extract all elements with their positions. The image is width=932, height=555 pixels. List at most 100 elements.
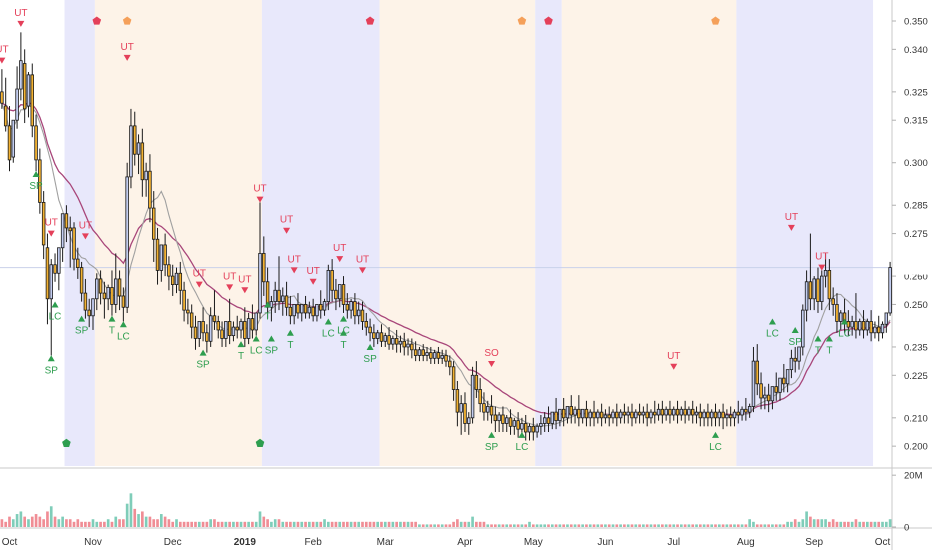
candle-body <box>554 411 558 422</box>
volume-bar <box>884 521 888 527</box>
candle-body <box>804 281 809 311</box>
candle-body <box>182 289 186 311</box>
price-tick-label: 0.200 <box>904 442 928 453</box>
signal-label: UT <box>120 42 133 53</box>
signal-label: SP <box>485 442 499 453</box>
candle-body <box>451 366 456 390</box>
volume-bar <box>573 524 577 527</box>
signal-label: T <box>287 340 293 351</box>
volume-tick-label: 0 <box>904 523 909 534</box>
candle-body <box>7 125 12 161</box>
volume-bar <box>486 524 490 527</box>
background-band <box>736 0 874 466</box>
candle-body <box>11 119 16 158</box>
candle-body <box>144 170 148 181</box>
volume-bar <box>585 524 588 527</box>
pentagon-marker <box>517 16 527 25</box>
candle-body <box>159 244 164 271</box>
volume-bar <box>752 521 755 527</box>
volume-bar <box>471 516 474 527</box>
candle-body <box>558 408 562 422</box>
candle-body <box>288 306 293 317</box>
candle-body <box>542 417 547 424</box>
volume-bar <box>820 519 824 527</box>
volume-bar <box>862 521 865 527</box>
volume-bar <box>144 516 148 527</box>
buy-arrow <box>518 431 526 438</box>
volume-bar <box>137 514 140 527</box>
candle-body <box>394 338 399 345</box>
candle-body <box>227 321 232 337</box>
candle-body <box>459 403 463 413</box>
candle-body <box>577 408 581 419</box>
candle-body <box>246 318 251 339</box>
volume-bar <box>778 524 782 527</box>
volume-bar <box>277 519 281 527</box>
price-tick-label: 0.225 <box>904 371 928 382</box>
buy-arrow <box>791 326 799 333</box>
volume-bar <box>490 524 493 527</box>
candle-body <box>831 298 835 305</box>
volume-bar <box>285 521 288 527</box>
candle-body <box>353 301 357 317</box>
volume-bar <box>273 519 277 527</box>
volume-bar <box>638 524 641 527</box>
volume-bar <box>456 519 459 527</box>
candle-body <box>87 309 91 317</box>
candle-body <box>482 403 486 413</box>
volume-bar <box>528 521 531 527</box>
volume-bar <box>178 521 182 527</box>
candle-body <box>637 411 642 416</box>
volume-bar <box>129 493 133 527</box>
volume-bar <box>220 521 224 527</box>
volume-bar <box>421 524 425 527</box>
sell-arrow <box>256 196 264 203</box>
candle-body <box>839 312 843 322</box>
buy-arrow <box>237 341 245 348</box>
candle-body <box>835 304 839 322</box>
candle-body <box>470 374 475 419</box>
volume-bar <box>835 521 839 527</box>
candle-body <box>869 321 873 334</box>
candle-body <box>307 306 312 314</box>
candle-body <box>505 417 509 424</box>
candle-body <box>72 227 76 260</box>
price-tick-label: 0.340 <box>904 45 928 56</box>
buy-arrow <box>108 315 116 322</box>
volume-bar <box>816 519 820 527</box>
candle-body <box>436 352 441 359</box>
volume-bar <box>141 511 144 527</box>
candle-body <box>561 408 566 419</box>
volume-bar <box>509 524 512 527</box>
last-price-box <box>894 260 932 275</box>
signal-label: T <box>238 351 244 362</box>
candle-body <box>797 346 801 362</box>
volume-bar <box>357 521 361 527</box>
volume-bar <box>159 514 163 527</box>
candle-body <box>592 411 596 419</box>
candle-body <box>816 278 820 303</box>
volume-bar <box>839 521 843 527</box>
candle-body <box>668 408 672 416</box>
candle-body <box>216 321 220 331</box>
candle-body <box>57 247 61 274</box>
candle-body <box>645 411 649 419</box>
candle-body <box>516 420 520 430</box>
volume-bar <box>850 521 854 527</box>
volume-bar <box>163 516 167 527</box>
volume-bar <box>270 521 273 527</box>
volume-bar <box>649 524 653 527</box>
price-tick-label: 0.235 <box>904 342 928 353</box>
time-axis-label: Jul <box>667 537 680 548</box>
volume-bar <box>0 519 4 527</box>
volume-bar <box>281 521 285 527</box>
candle-body <box>387 335 391 345</box>
candle-body <box>258 253 262 314</box>
candle-body <box>550 411 555 424</box>
volume-bar <box>213 519 216 527</box>
candle-body <box>611 411 615 419</box>
candle-body <box>660 408 665 416</box>
candle-body <box>880 323 885 334</box>
volume-bar <box>695 524 698 527</box>
